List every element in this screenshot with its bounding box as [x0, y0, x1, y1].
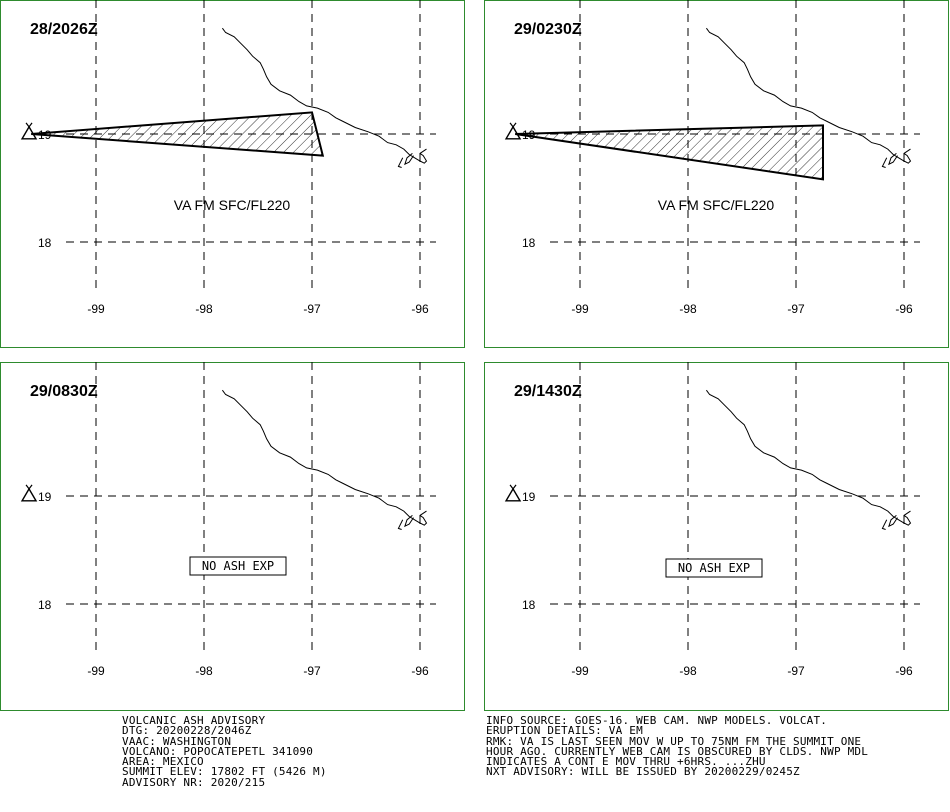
advisory-line: AREA: MEXICO — [122, 755, 204, 769]
coastline — [705, 389, 912, 526]
panel-frame — [0, 0, 465, 348]
advisory-line: SUMMIT ELEV: 17802 FT (5426 M) — [122, 765, 327, 779]
map-panel: 19 18 -99 -98 -97 -96 29/0830Z NO ASH EXP — [0, 362, 465, 711]
latitude-tick-label: 18 — [522, 236, 536, 250]
latitude-tick-label: 19 — [522, 490, 536, 504]
coastal-lagoon — [397, 519, 404, 530]
advisory-line: DTG: 20200228/2046Z — [122, 724, 252, 738]
panel-content: 19 18 -99 -98 -97 -96 29/0830Z NO ASH EXP — [20, 362, 436, 678]
advisory-line: INDICATES A CONT E MOV THRU +6HRS. ...ZH… — [486, 755, 766, 769]
ash-cloud-polygon — [515, 124, 824, 181]
coastal-lagoon — [888, 153, 898, 166]
advisory-line: VOLCANIC ASH ADVISORY — [122, 714, 266, 727]
coastal-lagoon — [404, 515, 414, 528]
latitude-tick-label: 18 — [38, 598, 52, 612]
ash-cloud-polygon — [31, 111, 325, 157]
advisory-line: VAAC: WASHINGTON — [122, 734, 232, 748]
latitude-tick-label: 19 — [38, 490, 52, 504]
coastal-lagoon — [881, 157, 888, 168]
longitude-tick-label: -97 — [303, 664, 321, 678]
coastal-lagoon — [404, 153, 414, 166]
longitude-tick-label: -99 — [87, 302, 105, 316]
coastal-lagoon — [881, 519, 888, 530]
ash-layer-label: VA FM SFC/FL220 — [174, 197, 291, 213]
coastline — [705, 27, 912, 164]
coastal-lagoon — [397, 157, 404, 168]
advisory-line: HOUR AGO. CURRENTLY WEB CAM IS OBSCURED … — [486, 744, 869, 758]
longitude-tick-label: -97 — [787, 302, 805, 316]
longitude-tick-label: -97 — [787, 664, 805, 678]
volcano-plume-icon — [509, 122, 517, 128]
advisory-header-block: VOLCANIC ASH ADVISORY DTG: 20200228/2046Z… — [122, 714, 327, 789]
longitude-tick-label: -98 — [679, 302, 697, 316]
panel-frame — [484, 0, 949, 348]
no-ash-box — [665, 558, 763, 578]
map-panel: 19 18 -99 -98 -97 -96 29/1430Z NO ASH EXP — [484, 362, 949, 711]
advisory-line: ADVISORY NR: 2020/215 — [122, 775, 266, 789]
no-ash-box — [189, 556, 287, 576]
longitude-tick-label: -98 — [195, 664, 213, 678]
longitude-tick-label: -97 — [303, 302, 321, 316]
advisory-line: ERUPTION DETAILS: VA EM — [486, 724, 643, 738]
no-ash-text: NO ASH EXP — [202, 559, 274, 573]
longitude-tick-label: -99 — [571, 302, 589, 316]
forecast-time-label: 29/1430Z — [514, 383, 582, 400]
advisory-remarks-block: INFO SOURCE: GOES-16. WEB CAM. NWP MODEL… — [486, 714, 869, 779]
advisory-line: VOLCANO: POPOCATEPETL 341090 — [122, 744, 314, 758]
longitude-tick-label: -96 — [895, 664, 913, 678]
longitude-tick-label: -99 — [87, 664, 105, 678]
volcano-plume-icon — [25, 122, 33, 128]
panel-frame — [484, 362, 949, 711]
coastline — [221, 27, 428, 164]
panel-content: 19 18 -99 -98 -97 -96 29/1430Z NO ASH EXP — [504, 362, 920, 678]
longitude-tick-label: -98 — [195, 302, 213, 316]
longitude-tick-label: -96 — [411, 302, 429, 316]
volcano-plume-icon — [25, 484, 33, 490]
volcano-icon — [504, 487, 522, 502]
panel-frame — [0, 362, 465, 711]
forecast-time-label: 29/0830Z — [30, 383, 98, 400]
latitude-tick-label: 18 — [38, 236, 52, 250]
ash-layer-label: VA FM SFC/FL220 — [658, 197, 775, 213]
forecast-time-label: 29/0230Z — [514, 21, 582, 38]
forecast-time-label: 28/2026Z — [30, 21, 98, 38]
coastline — [221, 389, 428, 526]
latitude-tick-label: 18 — [522, 598, 536, 612]
no-ash-text: NO ASH EXP — [678, 561, 750, 575]
longitude-tick-label: -98 — [679, 664, 697, 678]
coastal-lagoon — [888, 515, 898, 528]
longitude-tick-label: -96 — [411, 664, 429, 678]
volcano-icon — [504, 125, 522, 140]
volcano-icon — [20, 125, 38, 140]
longitude-tick-label: -99 — [571, 664, 589, 678]
longitude-tick-label: -96 — [895, 302, 913, 316]
volcano-plume-icon — [509, 484, 517, 490]
advisory-line: RMK: VA IS LAST SEEN MOV W UP TO 75NM FM… — [486, 734, 862, 748]
volcano-icon — [20, 487, 38, 502]
advisory-line: INFO SOURCE: GOES-16. WEB CAM. NWP MODEL… — [486, 714, 828, 727]
advisory-line: NXT ADVISORY: WILL BE ISSUED BY 20200229… — [486, 765, 800, 779]
